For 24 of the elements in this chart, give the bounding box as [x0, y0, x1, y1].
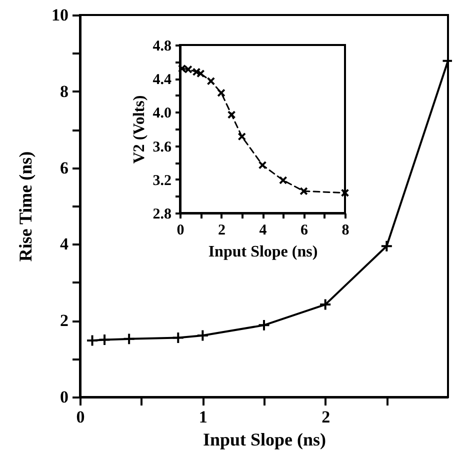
y-tick-label: 4 — [60, 234, 69, 254]
x-tick-label: 8 — [342, 222, 350, 238]
y-tick-label: 4.4 — [152, 72, 172, 88]
y-tick-label: 4.8 — [152, 38, 172, 54]
y-tick-label: 2.8 — [152, 206, 172, 222]
x-tick-label: 1 — [198, 408, 208, 426]
y-tick-label: 3.6 — [152, 139, 172, 156]
x-axis-title: Input Slope (ns) — [202, 430, 326, 450]
x-tick-label: 2 — [218, 222, 226, 238]
y-axis-title: V2 (Volts) — [130, 95, 148, 164]
y-axis-title: Rise Time (ns) — [16, 151, 36, 262]
y-tick-label: 3.2 — [152, 172, 172, 189]
x-tick-label: 2 — [322, 408, 330, 426]
y-tick-label: 0 — [60, 388, 68, 406]
y-tick-label: 2 — [60, 311, 68, 330]
y-tick-label: 6 — [60, 158, 68, 178]
x-tick-label: 0 — [76, 408, 85, 426]
y-tick-label: 4.0 — [152, 106, 172, 122]
y-tick-label: 10 — [52, 6, 68, 24]
x-tick-label: 6 — [300, 222, 308, 238]
y-tick-label: 8 — [60, 82, 68, 101]
x-tick-label: 0 — [176, 222, 184, 238]
x-axis-title: Input Slope (ns) — [208, 244, 318, 260]
x-tick-label: 4 — [259, 222, 268, 238]
